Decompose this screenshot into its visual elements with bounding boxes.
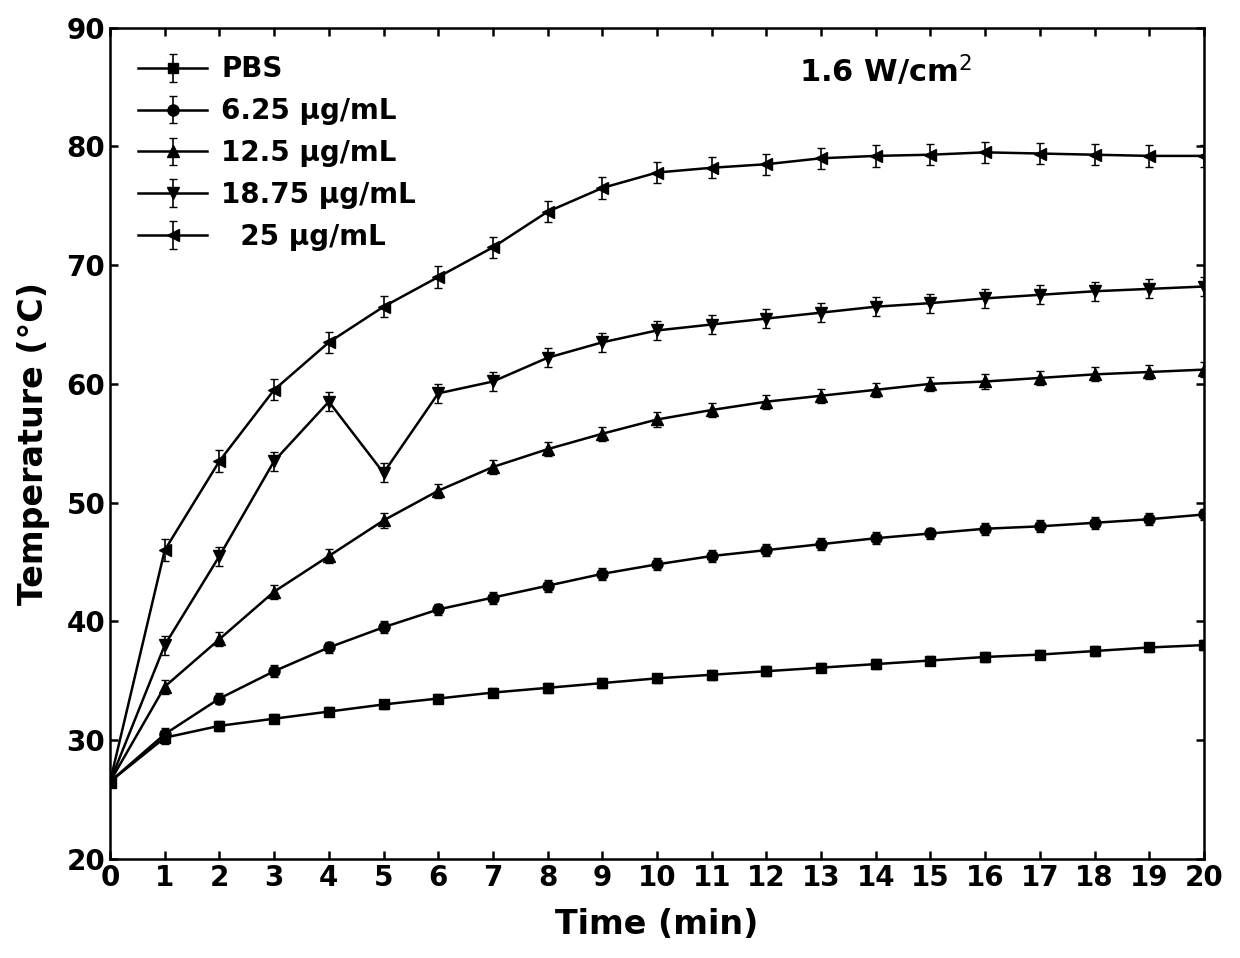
- Y-axis label: Temperature (°C): Temperature (°C): [16, 282, 50, 604]
- X-axis label: Time (min): Time (min): [556, 908, 759, 942]
- Legend: PBS, 6.25 μg/mL, 12.5 μg/mL, 18.75 μg/mL,   25 μg/mL: PBS, 6.25 μg/mL, 12.5 μg/mL, 18.75 μg/mL…: [124, 41, 430, 265]
- Text: 1.6 W/cm$^2$: 1.6 W/cm$^2$: [800, 53, 972, 88]
